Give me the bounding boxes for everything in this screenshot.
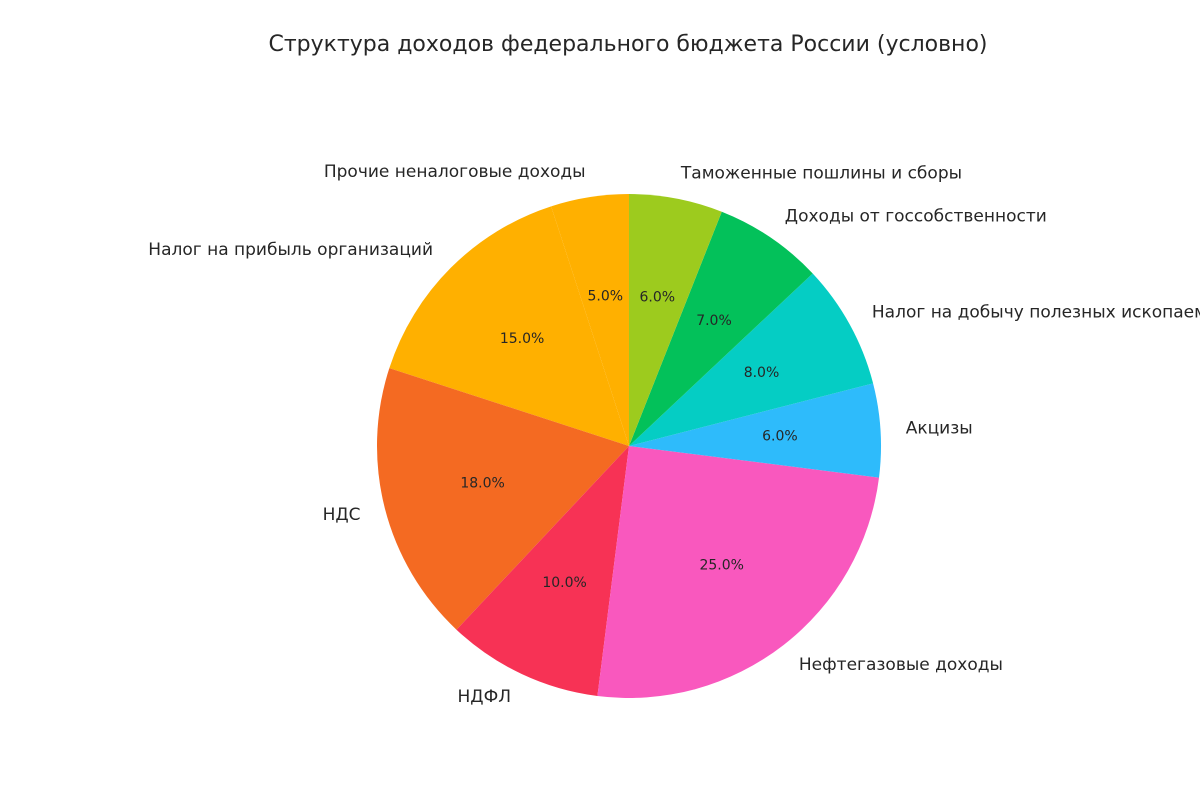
pie-slice: [597, 446, 880, 698]
slice-label: Доходы от госсобственности: [785, 207, 1047, 227]
slice-label: Таможенные пошлины и сборы: [680, 164, 962, 184]
slice-label: Налог на добычу полезных ископаемых: [872, 303, 1200, 323]
percent-label: 6.0%: [640, 290, 676, 306]
slice-label: Нефтегазовые доходы: [799, 655, 1003, 675]
percent-label: 15.0%: [500, 331, 544, 347]
percent-label: 25.0%: [699, 558, 743, 574]
percent-label: 8.0%: [744, 365, 780, 381]
pie-slice: [389, 206, 629, 446]
pie-slice: [629, 194, 722, 446]
slice-label: НДС: [323, 505, 361, 525]
pie-slice: [629, 273, 874, 446]
percent-label: 10.0%: [542, 575, 586, 591]
percent-labels: 15.0% 18.0% 10.0% 25.0% 6.0% 8.0% 7.0% 6.0% 5.0%: [460, 289, 797, 591]
pie-slice: [629, 211, 813, 446]
slice-label: НДФЛ: [458, 687, 511, 707]
pie-slice: [456, 446, 629, 697]
percent-label: 7.0%: [696, 313, 732, 329]
category-labels: Налог на прибыль организаций НДС НДФЛ Нефте…: [148, 162, 1200, 707]
slice-label: Прочие неналоговые доходы: [324, 162, 586, 182]
percent-label: 18.0%: [460, 476, 504, 492]
chart-title: Структура доходов федерального бюджета Р…: [269, 32, 988, 57]
pie-slice: [551, 194, 629, 446]
pie-slices: [376, 194, 881, 698]
percent-label: 6.0%: [762, 429, 798, 445]
pie-slice: [376, 368, 629, 630]
pie-slice: [629, 383, 881, 478]
percent-label: 5.0%: [588, 289, 624, 305]
slice-label: Налог на прибыль организаций: [148, 240, 433, 260]
slice-label: Акцизы: [906, 419, 973, 439]
